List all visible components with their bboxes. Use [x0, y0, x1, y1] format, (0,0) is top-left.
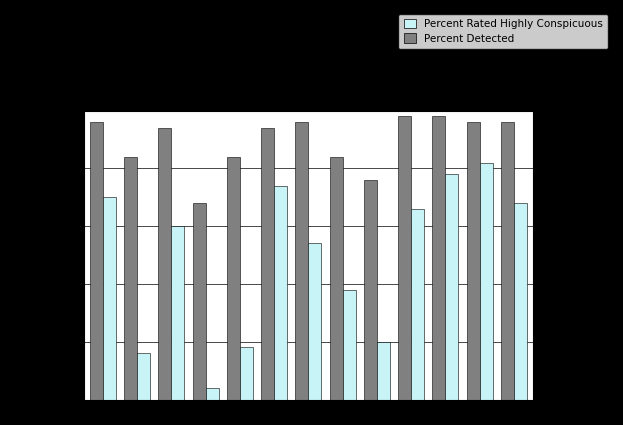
- Bar: [124, 157, 137, 400]
- Bar: [343, 290, 356, 400]
- Bar: [364, 180, 377, 400]
- Bar: [103, 197, 116, 400]
- Bar: [467, 122, 480, 400]
- Bar: [514, 203, 527, 400]
- Bar: [330, 157, 343, 400]
- Bar: [432, 116, 445, 399]
- Bar: [480, 162, 493, 400]
- Bar: [240, 348, 253, 400]
- Bar: [308, 244, 321, 400]
- Bar: [261, 128, 274, 400]
- Bar: [411, 209, 424, 400]
- Bar: [274, 186, 287, 399]
- Bar: [193, 203, 206, 400]
- Bar: [501, 122, 514, 400]
- Bar: [227, 157, 240, 400]
- Bar: [90, 122, 103, 400]
- Bar: [206, 388, 219, 400]
- Bar: [445, 174, 459, 400]
- Legend: Percent Rated Highly Conspicuous, Percent Detected: Percent Rated Highly Conspicuous, Percen…: [398, 14, 609, 49]
- Bar: [158, 128, 171, 400]
- Bar: [377, 342, 390, 400]
- Bar: [398, 116, 411, 399]
- Bar: [171, 226, 184, 400]
- Bar: [137, 353, 150, 400]
- Bar: [295, 122, 308, 400]
